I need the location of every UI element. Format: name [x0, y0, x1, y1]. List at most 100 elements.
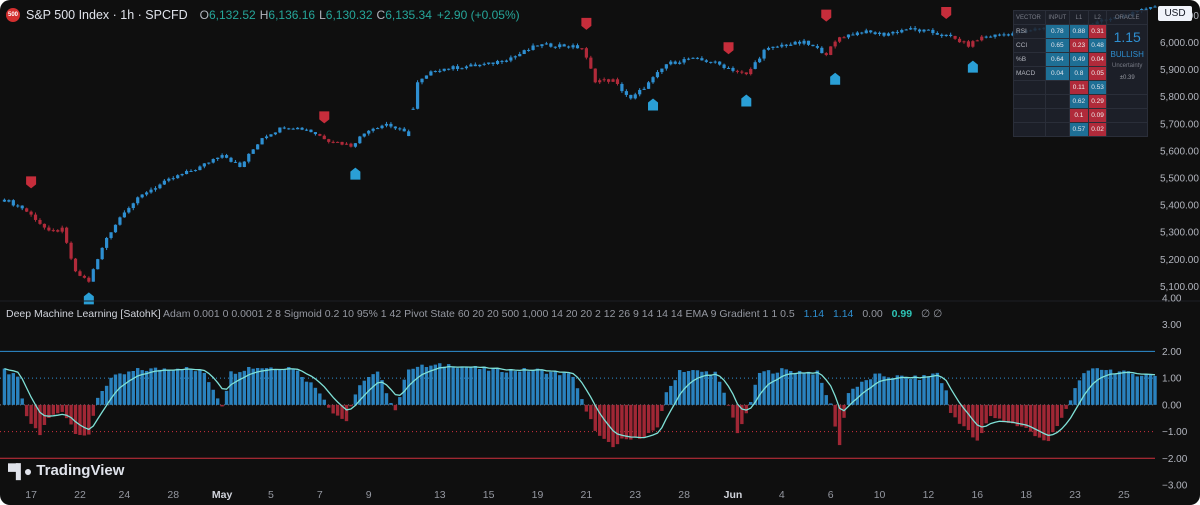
candle: [438, 68, 442, 73]
candle: [247, 153, 251, 164]
candle: [593, 68, 597, 84]
candle: [433, 70, 437, 73]
histogram-bar: [335, 404, 340, 416]
histogram-bar: [158, 369, 162, 405]
candle: [1011, 31, 1015, 37]
candle: [766, 46, 771, 51]
histogram-bar: [868, 379, 873, 405]
histogram-bar: [446, 364, 451, 405]
histogram-bar: [495, 367, 500, 405]
candle: [207, 162, 211, 165]
candle: [806, 40, 811, 46]
candle: [447, 68, 451, 71]
candle: [16, 204, 20, 208]
histogram-bar: [873, 373, 877, 405]
histogram-bar: [29, 404, 33, 424]
candle: [318, 133, 322, 137]
histogram-bar: [238, 372, 242, 405]
histogram-bar: [700, 371, 704, 405]
candle: [522, 49, 526, 55]
row-label: [1013, 80, 1046, 95]
empty-cell: [1106, 122, 1148, 137]
candle: [331, 140, 335, 144]
time-tick-label: 9: [366, 489, 372, 501]
indicator-value-4: 0.99: [891, 308, 913, 320]
histogram-bar: [60, 404, 64, 412]
sell-signal-icon: [941, 6, 952, 19]
histogram-bar: [224, 390, 229, 405]
histogram-bar: [1064, 404, 1068, 409]
candle: [553, 46, 557, 49]
row-l2: 0.48: [1087, 38, 1108, 53]
histogram-bar: [420, 364, 424, 405]
histogram-bar: [553, 371, 557, 405]
histogram-bar: [766, 370, 771, 405]
currency-button[interactable]: USD: [1158, 6, 1192, 21]
candle: [989, 35, 993, 38]
table-row: RSI 0.78 0.88 0.31 1.15 BULLISH Uncertainty ±0.…: [1013, 24, 1148, 95]
candle: [56, 229, 60, 233]
time-tick-label: 10: [874, 489, 886, 501]
histogram-bar: [988, 404, 993, 417]
row-input: 0.65: [1044, 38, 1071, 53]
tradingview-brand[interactable]: ▀▌● TradingView: [8, 462, 124, 479]
histogram-bar: [829, 403, 833, 405]
candle: [771, 46, 775, 51]
indicator-value-2: 1.14: [832, 308, 854, 320]
time-tick-label: 7: [317, 489, 323, 501]
price-tick-label: 5,400.00: [1160, 201, 1199, 212]
price-tick-label: 5,300.00: [1160, 228, 1199, 239]
time-tick-label: 15: [483, 489, 495, 501]
histogram-bar: [282, 368, 287, 405]
candle: [153, 186, 158, 192]
histogram-bar: [753, 384, 757, 405]
histogram-bar: [615, 404, 620, 445]
histogram-bar: [1086, 370, 1091, 405]
histogram-bar: [526, 371, 531, 405]
index-logo-icon: 500: [6, 8, 20, 22]
histogram-bar: [1015, 404, 1019, 427]
row-label: [1013, 94, 1046, 109]
candle: [758, 56, 762, 64]
histogram-bar: [922, 375, 926, 405]
histogram-bar: [993, 404, 997, 419]
histogram-bar: [167, 369, 171, 405]
histogram-bar: [358, 385, 362, 405]
table-header-vector: VECTOR: [1013, 10, 1046, 25]
candle: [362, 133, 366, 138]
low-key: L: [319, 8, 326, 22]
indicator-name[interactable]: Deep Machine Learning [SatohK]: [6, 308, 161, 320]
indicator-legend[interactable]: Deep Machine Learning [SatohK] Adam 0.00…: [6, 308, 942, 320]
oscillator-tick-label: −2.00: [1162, 454, 1188, 465]
sell-signal-icon: [821, 9, 832, 22]
row-l2: 0.05: [1087, 66, 1108, 81]
candle: [873, 31, 877, 35]
candle: [100, 247, 104, 261]
candle: [398, 127, 402, 131]
candle: [109, 232, 113, 240]
candle: [176, 174, 180, 179]
histogram-bar: [1060, 404, 1064, 418]
candle: [51, 228, 55, 232]
histogram-bar: [1006, 404, 1011, 423]
candle: [260, 137, 264, 145]
candle: [140, 194, 144, 199]
histogram-bar: [38, 404, 42, 436]
histogram-bar: [451, 367, 455, 405]
oscillator-tick-label: 1.00: [1162, 374, 1182, 385]
histogram-bar: [744, 404, 749, 414]
candle: [25, 207, 29, 213]
candle: [718, 61, 722, 66]
histogram-bar: [953, 404, 957, 418]
histogram-bar: [522, 368, 526, 405]
candle: [562, 43, 566, 47]
histogram-bar: [926, 376, 931, 405]
histogram-bar: [580, 399, 584, 405]
histogram-bar: [189, 369, 193, 405]
candle: [216, 157, 220, 161]
histogram-bar: [780, 368, 784, 405]
histogram-bar: [300, 376, 304, 405]
candle: [527, 48, 531, 52]
symbol-title[interactable]: S&P 500 Index · 1h · SPCFD: [26, 8, 188, 22]
